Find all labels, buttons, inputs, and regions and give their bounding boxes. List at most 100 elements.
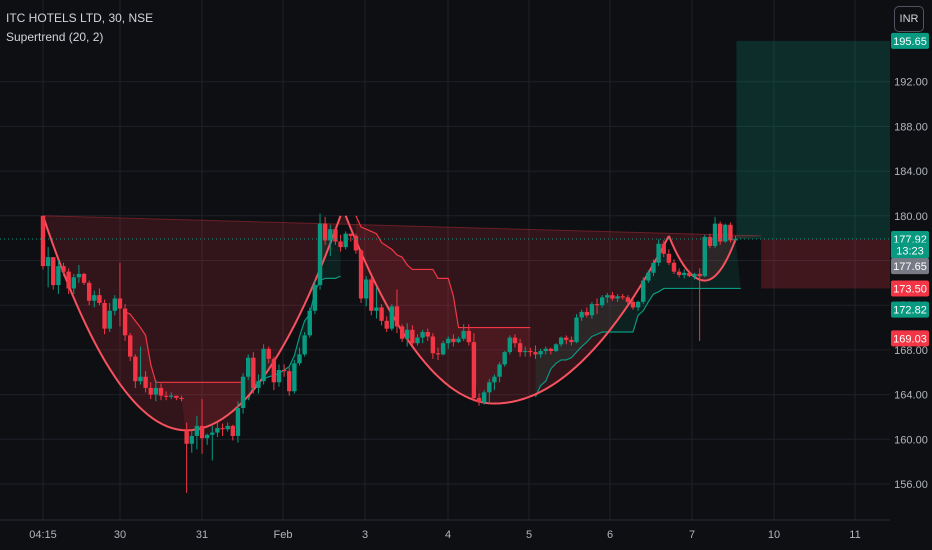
candle: [220, 423, 225, 436]
supertrend-down-line: [355, 215, 531, 329]
candle-body: [615, 296, 620, 299]
candle-body: [707, 237, 713, 246]
candle: [405, 323, 410, 347]
candle-body: [481, 392, 487, 403]
candle-body: [456, 338, 461, 343]
candle-body: [40, 215, 46, 267]
candle-body: [312, 285, 318, 311]
candle-body: [517, 343, 523, 353]
price-tick-label: 164.00: [894, 390, 928, 402]
candle: [215, 422, 220, 438]
price-tag-bg: [891, 330, 929, 347]
candles: [40, 213, 738, 493]
candle-body: [374, 307, 379, 311]
candle: [163, 391, 169, 401]
candle: [363, 276, 369, 307]
candle: [733, 235, 738, 243]
candle: [287, 367, 292, 396]
candle: [71, 273, 76, 295]
candle: [420, 329, 425, 344]
candle-body: [476, 397, 482, 403]
candle-body: [399, 326, 405, 339]
candle-body: [348, 233, 353, 236]
candle-body: [533, 352, 538, 355]
symbol-title[interactable]: ITC HOTELS LTD, 30, NSE: [6, 11, 154, 25]
time-tick-label: 10: [768, 529, 780, 541]
candle-body: [148, 387, 153, 395]
candle-body: [138, 376, 143, 382]
candle-body: [76, 273, 82, 278]
candle: [440, 340, 446, 356]
candle-body: [394, 306, 400, 327]
candle: [194, 415, 200, 450]
candle-body: [86, 282, 92, 301]
candle-body: [579, 311, 584, 318]
candle-body: [169, 395, 174, 397]
candle: [266, 346, 271, 364]
candle: [553, 343, 559, 353]
candle-body: [553, 344, 559, 352]
candle: [661, 240, 666, 258]
candle: [184, 422, 189, 493]
indicator-title[interactable]: Supertrend (20, 2): [6, 30, 104, 44]
candle-body: [266, 348, 271, 359]
candle: [40, 215, 46, 270]
candle: [687, 270, 692, 278]
candle: [358, 249, 364, 303]
candle-body: [487, 382, 492, 393]
time-tick-label: 6: [607, 529, 613, 541]
candle-body: [194, 425, 200, 436]
candle: [112, 295, 118, 316]
candle: [471, 333, 477, 402]
candle-body: [61, 266, 66, 272]
time-tick-label: 4: [445, 529, 451, 541]
candle: [204, 433, 210, 445]
candle-body: [497, 364, 502, 377]
candle-body: [143, 376, 148, 388]
candle: [322, 216, 328, 245]
candle: [128, 333, 133, 362]
candle: [230, 424, 236, 441]
candle-body: [230, 425, 236, 436]
candle-body: [574, 317, 579, 343]
candle-body: [594, 304, 600, 306]
price-tick-label: 160.00: [894, 434, 928, 446]
currency-button[interactable]: INR: [894, 6, 924, 32]
candle-body: [302, 335, 307, 355]
candle-body: [420, 332, 425, 338]
candle-body: [328, 229, 333, 241]
price-tick-label: 180.00: [894, 211, 928, 223]
candle: [569, 336, 574, 346]
price-tick-label: 184.00: [894, 166, 928, 178]
candle: [292, 359, 297, 394]
price-tag-bg: [891, 280, 929, 297]
candle: [45, 247, 51, 288]
candle: [476, 393, 482, 406]
candle-body: [225, 425, 230, 430]
candle: [712, 216, 718, 249]
candle-body: [528, 351, 533, 353]
candle-body: [107, 310, 112, 329]
candle-body: [133, 356, 138, 382]
candle-body: [112, 298, 118, 311]
candle-body: [307, 310, 312, 336]
candle: [523, 346, 528, 357]
candle: [589, 301, 595, 319]
position-target-zone: [736, 40, 890, 240]
candle: [666, 249, 672, 265]
candle: [635, 300, 641, 311]
candle: [302, 332, 307, 357]
candle-body: [410, 329, 415, 344]
candle-body: [605, 295, 610, 298]
candle-body: [405, 329, 410, 339]
candle: [584, 307, 589, 318]
candle: [369, 277, 374, 316]
candle-body: [430, 336, 436, 354]
candle-body: [363, 279, 369, 299]
candle-body: [435, 353, 441, 355]
candle-body: [292, 363, 297, 392]
candle: [641, 277, 646, 305]
candle-body: [666, 253, 672, 263]
candle-body: [712, 223, 718, 246]
